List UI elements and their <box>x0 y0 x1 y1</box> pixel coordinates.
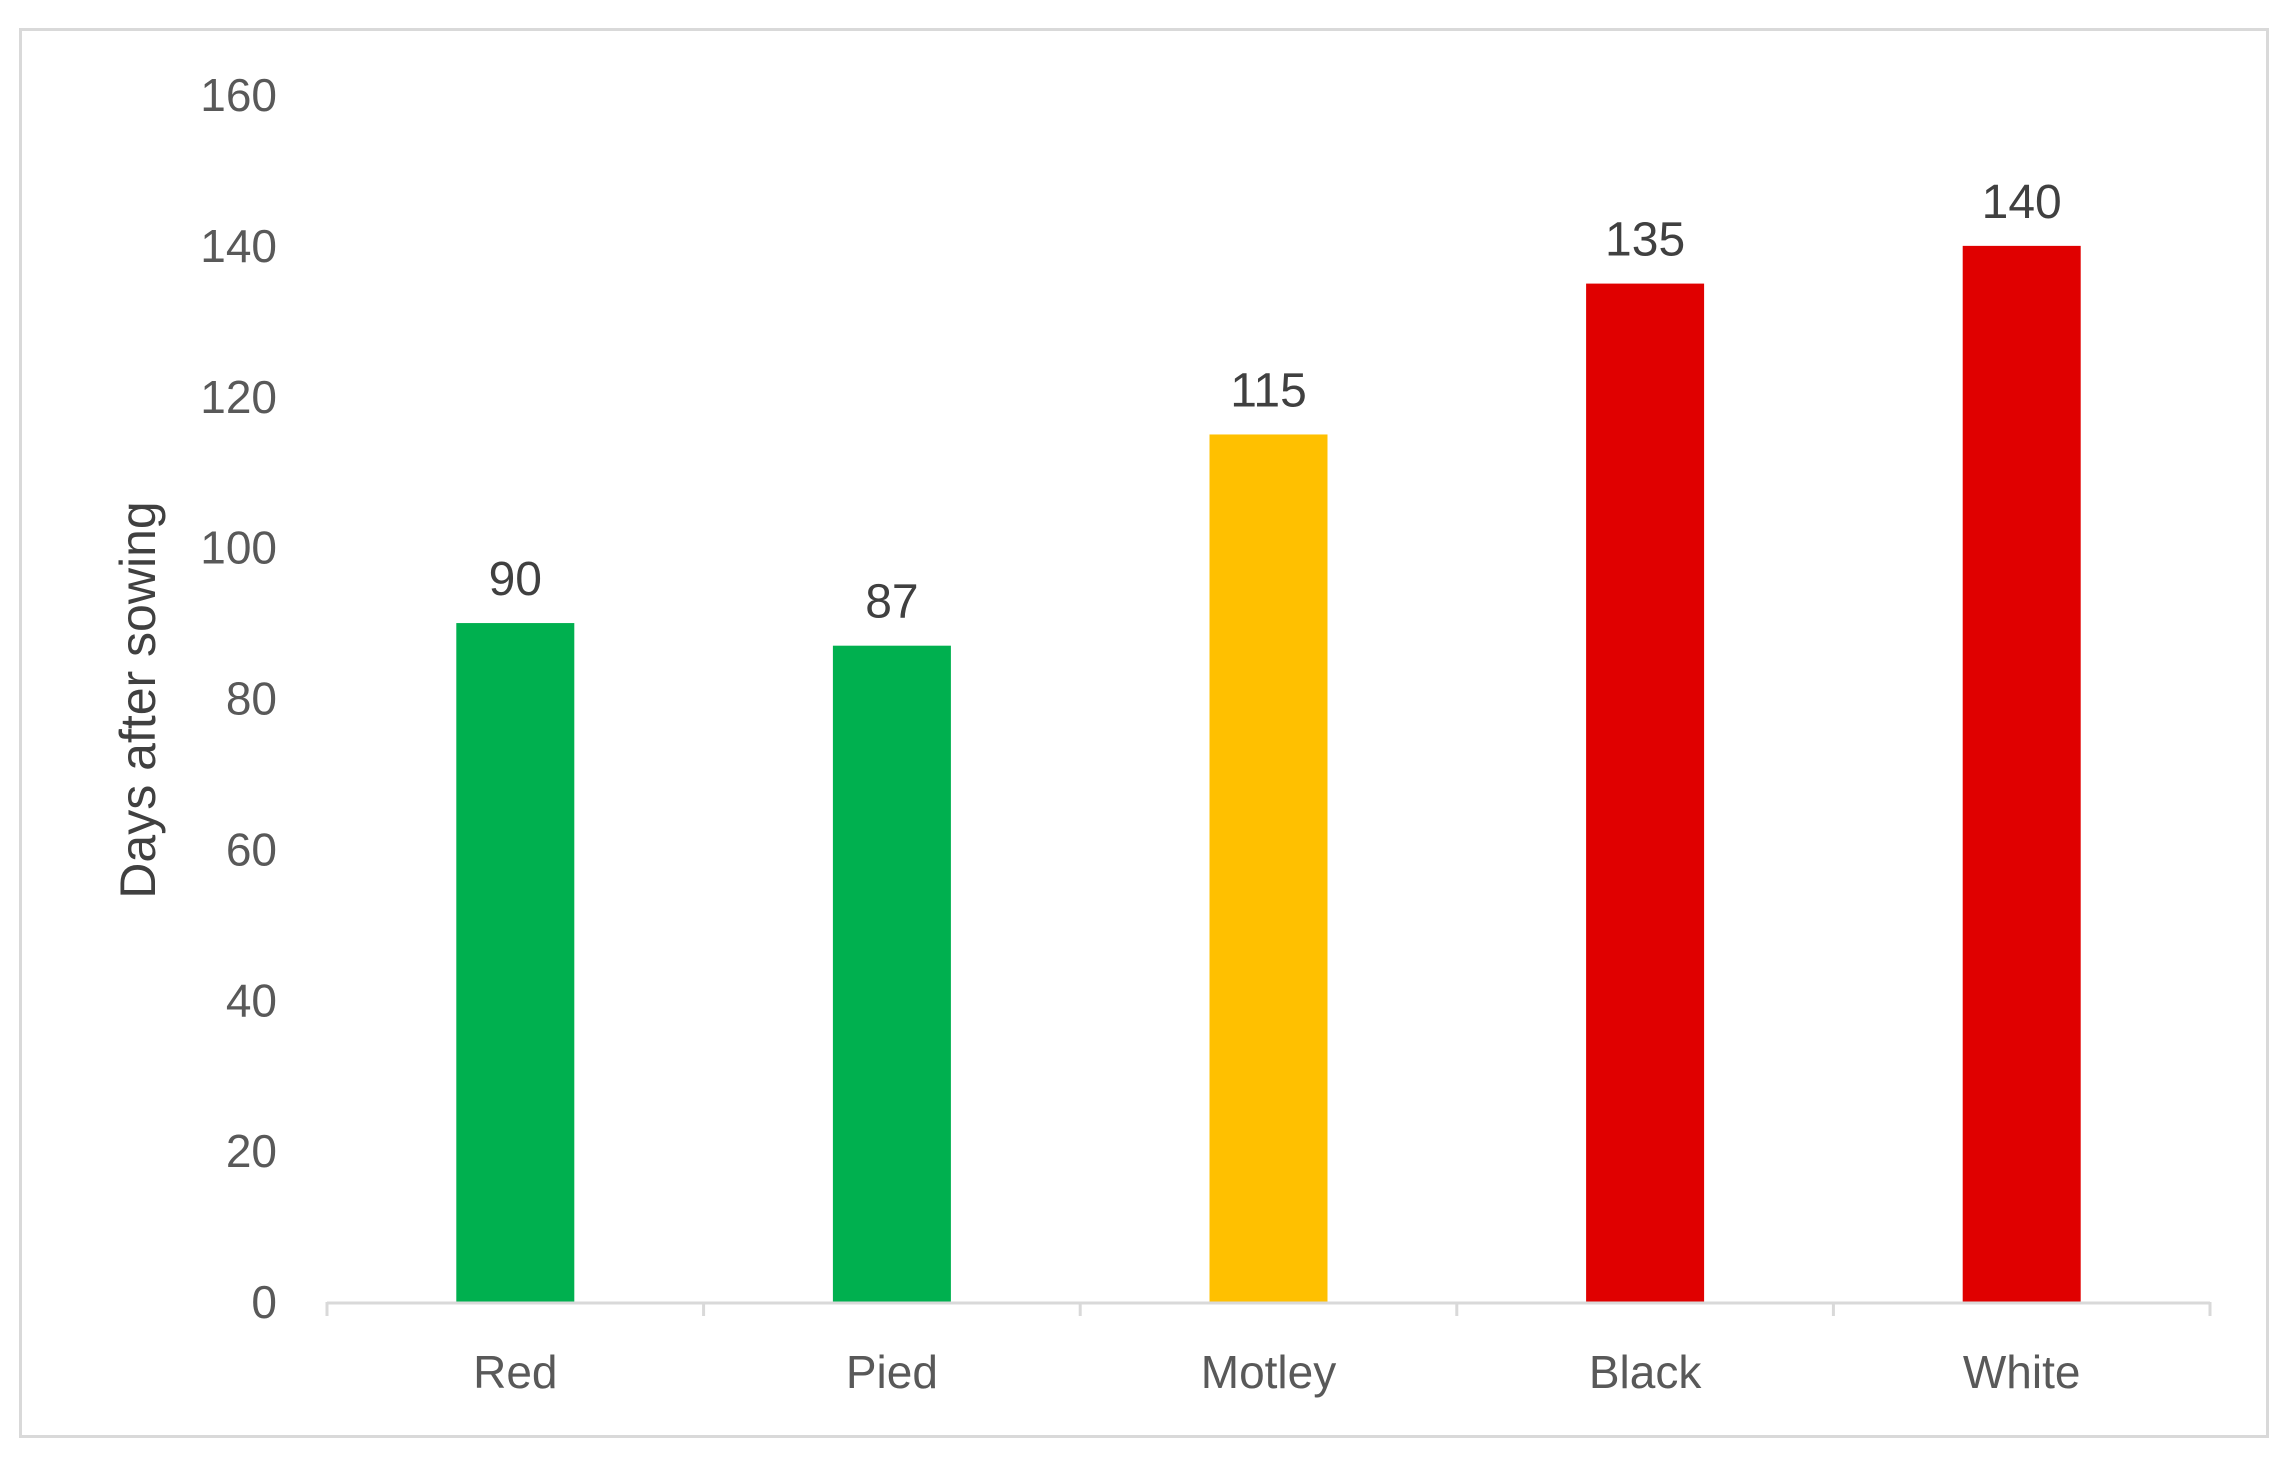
x-tick-label: Black <box>1589 1346 1702 1398</box>
y-tick-label: 80 <box>226 673 277 725</box>
bar-black <box>1586 283 1705 1302</box>
y-tick-label: 100 <box>200 522 277 574</box>
y-tick-label: 160 <box>200 69 277 121</box>
y-tick-label: 0 <box>251 1276 277 1328</box>
y-tick-label: 120 <box>200 371 277 423</box>
bar-red <box>456 623 575 1302</box>
data-label: 135 <box>1605 214 1685 267</box>
data-label: 140 <box>1982 176 2062 229</box>
x-axis <box>325 1301 2212 1316</box>
y-tick-label: 40 <box>226 974 277 1026</box>
x-tick-label: Motley <box>1201 1346 1336 1398</box>
bar-pied <box>832 645 951 1302</box>
x-axis-labels: Red Pied Motley Black White <box>473 1346 2080 1398</box>
y-tick-label: 140 <box>200 220 277 272</box>
bar-white <box>1962 245 2081 1302</box>
x-tick-label: Red <box>473 1346 557 1398</box>
x-tick-label: Pied <box>846 1346 938 1398</box>
y-axis-ticks: 0 20 40 60 80 100 120 140 160 <box>200 69 277 1328</box>
bars <box>456 245 2081 1302</box>
data-label: 87 <box>865 576 918 629</box>
y-axis-title: Days after sowing <box>110 501 166 898</box>
data-label: 90 <box>489 553 542 606</box>
data-labels: 90 87 115 135 140 <box>489 176 2062 629</box>
y-tick-label: 20 <box>226 1125 277 1177</box>
bar-motley <box>1209 434 1328 1302</box>
y-tick-label: 60 <box>226 823 277 875</box>
data-label: 115 <box>1230 364 1307 417</box>
x-tick-label: White <box>1963 1346 2081 1398</box>
chart-frame <box>19 28 2269 1438</box>
